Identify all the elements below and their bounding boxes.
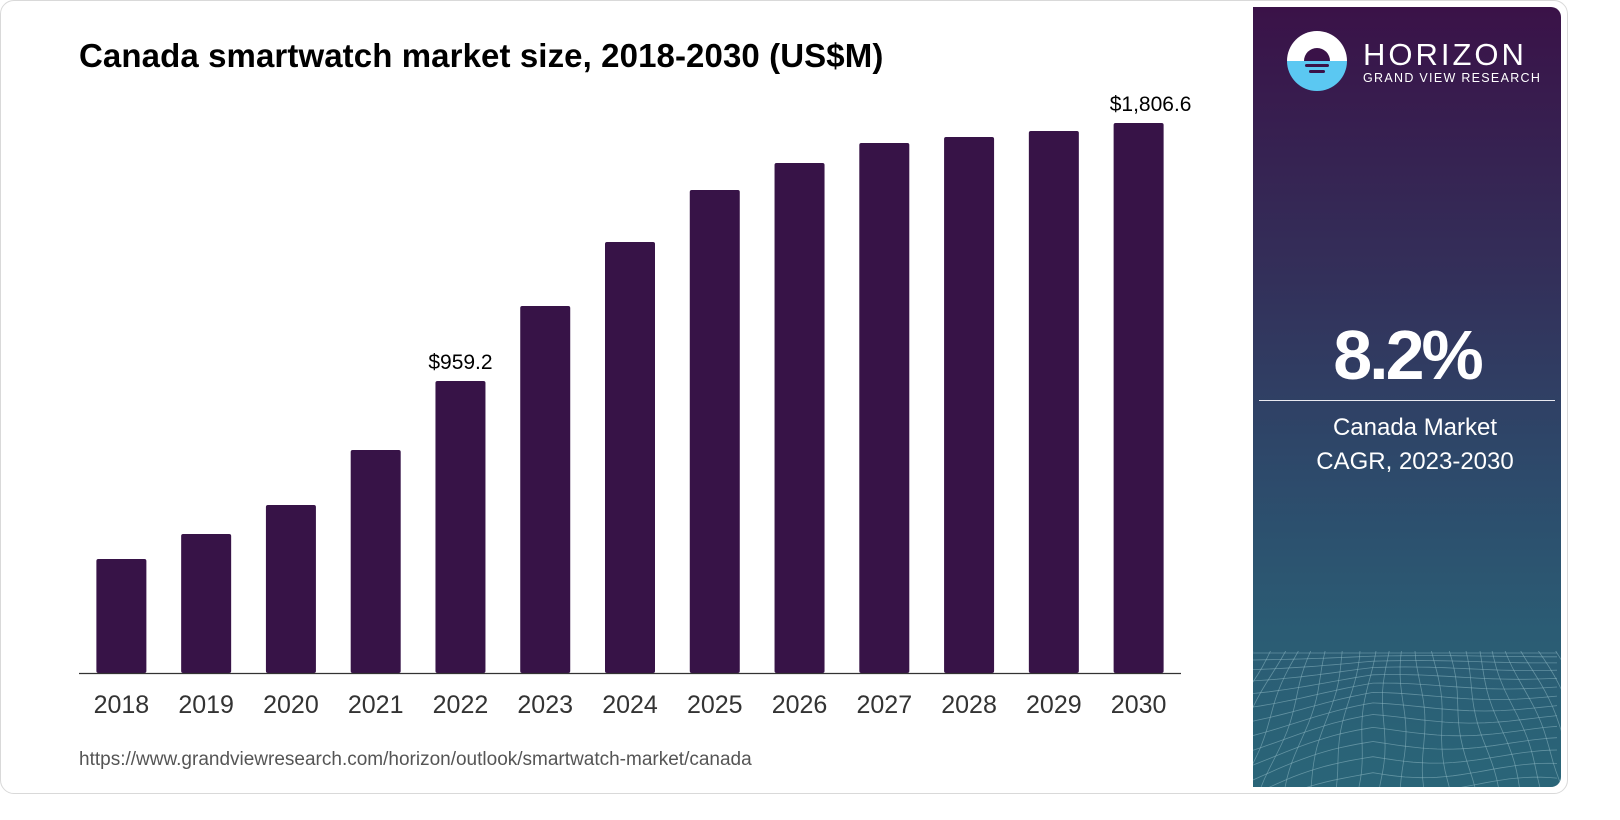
bar-2025 — [689, 189, 740, 674]
x-tick-label: 2028 — [941, 691, 997, 719]
bar-2018 — [96, 558, 147, 673]
cagr-label: Canada Market CAGR, 2023-2030 — [1253, 411, 1561, 479]
bar-2029 — [1028, 130, 1079, 673]
brand-subtitle: GRAND VIEW RESEARCH — [1363, 71, 1542, 85]
x-tick-label: 2021 — [348, 691, 404, 719]
data-label: $1,806.6 — [1110, 93, 1192, 116]
data-label: $959.2 — [428, 351, 492, 374]
cagr-label-line2: CAGR, 2023-2030 — [1316, 448, 1514, 475]
bar-2027 — [859, 142, 910, 674]
bar-2028 — [944, 136, 995, 674]
x-tick-label: 2019 — [178, 691, 234, 719]
brand-name: HORIZON — [1363, 37, 1527, 72]
bar-2024 — [605, 241, 655, 674]
bar-chart: 2018 2019 2020 2021 2022 $959.2 2023 2024 2025 20… — [79, 93, 1192, 719]
cagr-label-line1: Canada Market — [1332, 414, 1498, 441]
x-tick-label: 2029 — [1026, 691, 1082, 719]
x-tick-label: 2027 — [856, 691, 912, 719]
bar-2023 — [520, 305, 571, 673]
chart-card: Canada smartwatch market size, 2018-2030… — [0, 0, 1568, 794]
x-tick-label: 2023 — [517, 691, 573, 719]
bar-2021 — [350, 449, 401, 673]
x-tick-label: 2022 — [433, 691, 489, 719]
x-tick-label: 2026 — [772, 691, 828, 719]
bar-2019 — [181, 533, 232, 673]
cagr-value: 8.2% — [1333, 316, 1484, 394]
divider — [1259, 400, 1555, 401]
mesh-decoration — [1253, 651, 1561, 787]
bar-2026 — [774, 162, 825, 673]
x-tick-label: 2025 — [687, 691, 743, 719]
x-tick-label: 2020 — [263, 691, 319, 719]
chart-title: Canada smartwatch market size, 2018-2030… — [79, 37, 884, 74]
x-tick-label: 2018 — [94, 691, 150, 719]
x-tick-label: 2030 — [1111, 691, 1167, 719]
bar-2030 — [1113, 123, 1164, 673]
x-tick-label: 2024 — [602, 691, 658, 719]
bar-2020 — [265, 504, 316, 673]
horizon-logo-icon — [1287, 31, 1347, 91]
bar-2022 — [435, 380, 486, 673]
source-url[interactable]: https://www.grandviewresearch.com/horizo… — [79, 749, 752, 770]
side-panel: HORIZON GRAND VIEW RESEARCH 8.2% Canada … — [1253, 7, 1561, 787]
